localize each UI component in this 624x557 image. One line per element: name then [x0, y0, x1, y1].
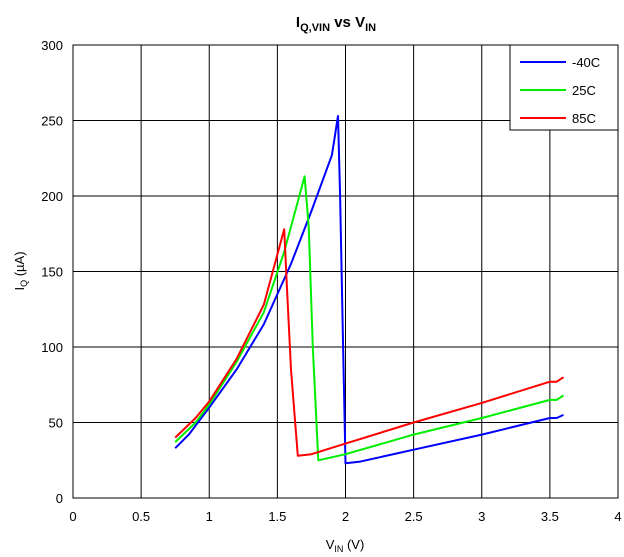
- chart-title: IQ,VIN vs VIN: [296, 14, 376, 34]
- y-tick-label: 150: [41, 265, 63, 280]
- legend: -40C 25C 85C: [509, 44, 619, 131]
- series-line-40C: [174, 115, 564, 465]
- series-line-85C: [174, 228, 565, 457]
- x-tick-label: 0.5: [132, 509, 150, 524]
- x-tick-label: 3.5: [541, 509, 559, 524]
- y-tick-label: 300: [41, 38, 63, 53]
- y-tick-label: 0: [56, 491, 63, 506]
- x-tick-label: 3: [478, 509, 485, 524]
- x-tick-label: 1: [206, 509, 213, 524]
- x-axis-label: VIN (V): [326, 537, 365, 554]
- x-tick-label: 0: [69, 509, 76, 524]
- x-tick-label: 2: [342, 509, 349, 524]
- y-axis-label: IQ (µA): [12, 251, 29, 290]
- plot-lines: [174, 115, 565, 465]
- x-tick-label: 4: [614, 509, 621, 524]
- legend-label: 25C: [572, 83, 596, 98]
- y-tick-label: 100: [41, 340, 63, 355]
- y-axis-tick-labels: 0 50 100 150 200 250 300: [41, 38, 63, 506]
- x-axis-tick-labels: 0 0.5 1 1.5 2 2.5 3 3.5 4: [69, 509, 621, 524]
- legend-label: 85C: [572, 111, 596, 126]
- x-tick-label: 1.5: [268, 509, 286, 524]
- y-tick-label: 250: [41, 114, 63, 129]
- plot-frame: [72, 44, 619, 499]
- legend-box: [509, 44, 619, 131]
- y-tick-label: 200: [41, 189, 63, 204]
- series-line-25C: [174, 175, 565, 462]
- legend-label: -40C: [572, 55, 600, 70]
- x-tick-label: 2.5: [405, 509, 423, 524]
- y-tick-label: 50: [49, 416, 63, 431]
